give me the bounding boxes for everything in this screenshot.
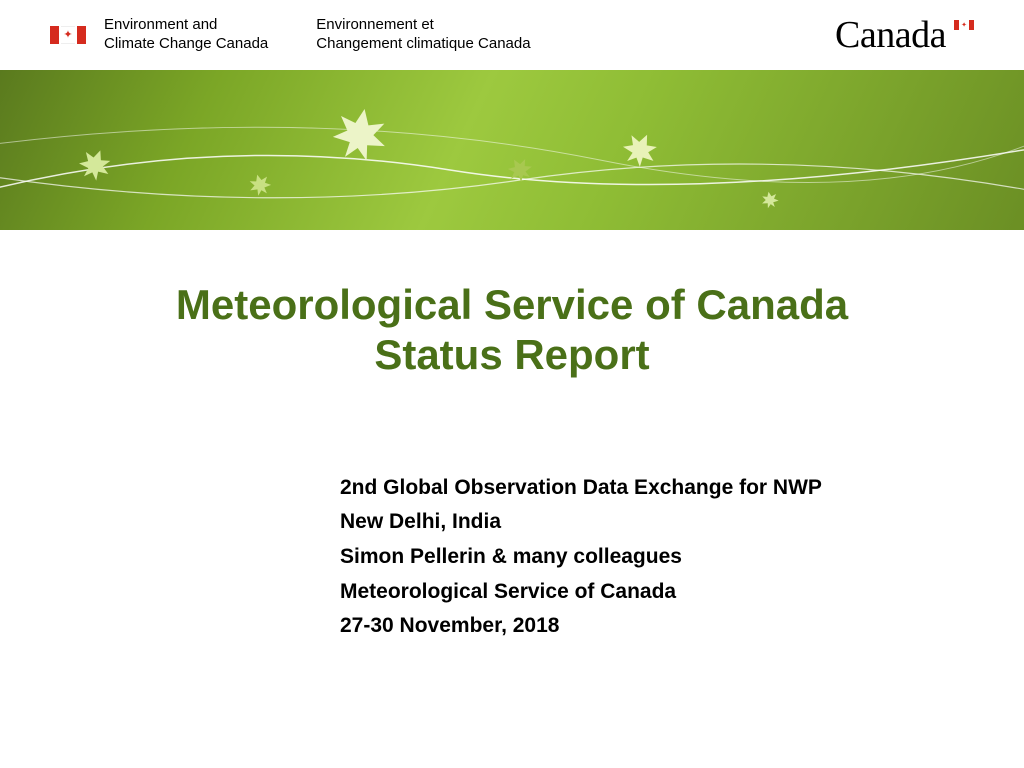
header-bar: ✦ Environment and Climate Change Canada … (0, 0, 1024, 70)
canada-wordmark: Canada (835, 13, 946, 57)
slide-details: 2nd Global Observation Data Exchange for… (340, 471, 964, 644)
content-area: Meteorological Service of Canada Status … (0, 230, 1024, 644)
wordmark-flag-icon: ✦ (954, 20, 974, 30)
title-line2: Status Report (374, 331, 649, 378)
detail-org: Meteorological Service of Canada (340, 575, 964, 610)
maple-leaf-icon (760, 190, 779, 209)
detail-event: 2nd Global Observation Data Exchange for… (340, 471, 964, 506)
department-name-en: Environment and Climate Change Canada (104, 16, 268, 54)
dept-fr-line1: Environnement et (316, 16, 530, 35)
slide-title: Meteorological Service of Canada Status … (60, 280, 964, 381)
maple-leaf-icon (504, 154, 536, 186)
dept-en-line2: Climate Change Canada (104, 35, 268, 54)
department-name-fr: Environnement et Changement climatique C… (316, 16, 530, 54)
detail-date: 27-30 November, 2018 (340, 609, 964, 644)
dept-en-line1: Environment and (104, 16, 268, 35)
header-left-group: ✦ Environment and Climate Change Canada … (50, 16, 531, 54)
maple-leaf-icon (330, 104, 391, 163)
detail-authors: Simon Pellerin & many colleagues (340, 540, 964, 575)
banner-graphics (0, 70, 1024, 230)
maple-leaf-icon (247, 172, 273, 198)
canada-flag-icon: ✦ (50, 26, 86, 44)
dept-fr-line2: Changement climatique Canada (316, 35, 530, 54)
maple-leaf-icon (75, 145, 115, 184)
leaf-banner (0, 70, 1024, 230)
canada-wordmark-group: Canada ✦ (835, 13, 974, 57)
title-line1: Meteorological Service of Canada (176, 281, 848, 328)
detail-location: New Delhi, India (340, 505, 964, 540)
